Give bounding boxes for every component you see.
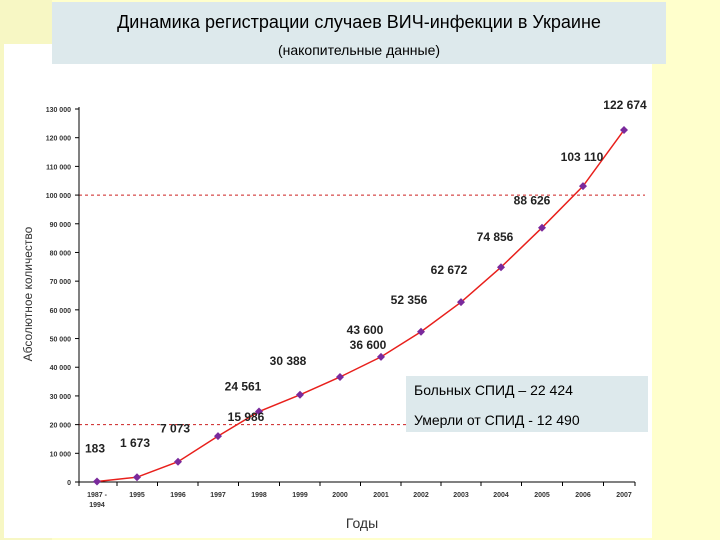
x-tick-label: 1995 [129,492,145,499]
data-label: 122 674 [603,98,647,112]
data-point [620,126,628,135]
data-label: 52 356 [391,293,428,307]
data-label: 24 561 [225,380,262,394]
y-tick-label: 30 000 [50,394,72,401]
chart-panel [4,44,652,538]
x-tick-label: 2007 [616,492,632,499]
x-tick-label-continued: 1994 [89,502,105,509]
y-tick-label: 60 000 [50,308,72,315]
x-axis-title: Годы [346,515,378,531]
data-label: 62 672 [431,263,468,277]
y-tick-label: 120 000 [46,136,71,143]
y-tick-label: 10 000 [50,451,72,458]
data-point [133,473,141,482]
data-point [336,372,344,381]
data-point [93,477,101,486]
data-label: 183 [85,441,105,455]
data-point [255,407,263,416]
y-tick-label: 130 000 [46,107,71,114]
y-tick-label: 0 [67,480,71,487]
y-tick-label: 50 000 [50,337,72,344]
data-point [296,390,304,399]
x-tick-label: 1996 [170,492,186,499]
data-label: 1 673 [120,436,150,450]
y-tick-label: 90 000 [50,222,72,229]
x-tick-label: 1987 - [87,492,108,499]
data-label: 15 986 [228,410,265,424]
x-tick-label: 2005 [534,492,550,499]
x-tick-label: 1998 [251,492,267,499]
data-point [417,327,425,336]
data-point [214,432,222,441]
x-tick-label: 1999 [292,492,308,499]
data-point [579,182,587,191]
aids-patients-note: Больных СПИД – 22 424 [414,382,573,398]
x-tick-label: 1997 [210,492,226,499]
data-point [174,457,182,466]
x-tick-label: 2003 [453,492,469,499]
x-tick-label: 2002 [413,492,429,499]
chart-title: Динамика регистрации случаев ВИЧ-инфекци… [117,12,601,32]
series-line [96,129,625,483]
y-tick-label: 80 000 [50,250,72,257]
data-point [457,298,465,307]
data-point [377,352,385,361]
data-point [538,223,546,232]
data-label: 74 856 [477,230,514,244]
data-label: 88 626 [514,194,551,208]
data-label: 36 600 [350,338,387,352]
y-tick-label: 100 000 [46,193,71,200]
data-label: 103 110 [561,150,604,164]
data-label: 7 073 [160,422,190,436]
title-box: Динамика регистрации случаев ВИЧ-инфекци… [52,2,666,64]
y-axis-title: Абсолютное количество [21,226,35,361]
aids-deaths-note: Умерли от СПИД - 12 490 [414,412,580,428]
x-tick-label: 2001 [373,492,389,499]
x-tick-label: 2000 [332,492,348,499]
y-tick-label: 40 000 [50,365,72,372]
data-label: 43 600 [347,323,384,337]
y-tick-label: 70 000 [50,279,72,286]
x-tick-label: 2004 [493,492,509,499]
aids-notes-box: Больных СПИД – 22 424 Умерли от СПИД - 1… [406,376,648,432]
chart-subtitle: (накопительные данные) [277,42,441,58]
y-tick-label: 110 000 [46,164,71,171]
x-tick-label: 2006 [575,492,591,499]
y-tick-label: 20 000 [50,423,72,430]
data-label: 30 388 [270,354,307,368]
data-point [497,263,505,272]
